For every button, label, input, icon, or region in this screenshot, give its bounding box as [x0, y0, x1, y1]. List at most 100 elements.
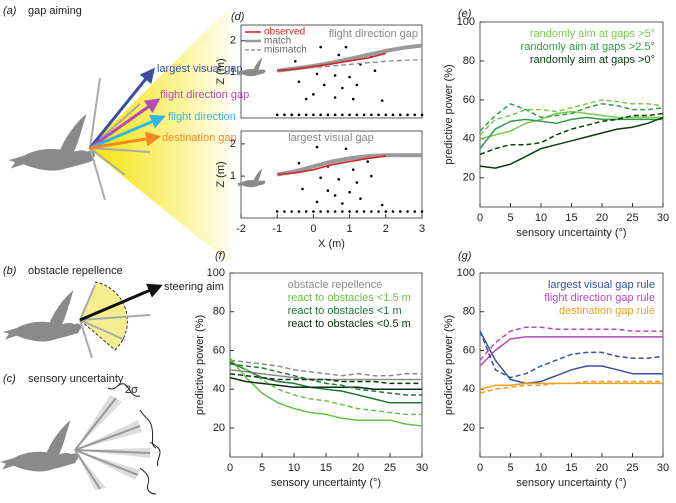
legend-entry: mismatch [264, 45, 307, 56]
legend-entry: observed [264, 27, 305, 38]
bird [0, 420, 79, 472]
series-line [479, 110, 663, 140]
obstacle-dot [290, 113, 293, 117]
obstacle-dot [391, 113, 395, 117]
y-tick-label: 60 [213, 344, 225, 356]
obstacle-dot [304, 113, 308, 117]
series-line [479, 380, 663, 394]
annotation: flight direction gap [329, 28, 418, 40]
x-tick-label: 5 [259, 462, 265, 474]
obstacle-dot [315, 145, 319, 149]
obstacle-dot [398, 113, 402, 117]
obstacle-dot [326, 210, 330, 213]
obstacle-dot [312, 93, 315, 96]
obstacle-dot [294, 59, 297, 63]
x-tick-label: 3 [419, 223, 425, 235]
series-line [277, 52, 387, 72]
x-tick-label: 30 [657, 212, 669, 224]
obstacle-dot [398, 210, 402, 213]
obstacle-dot [333, 194, 337, 197]
panel-label: (b) [3, 265, 17, 277]
obstacle-dot [341, 113, 344, 117]
obstacle-dot [297, 161, 301, 165]
x-axis-label: sensory uncertainty (°) [516, 227, 626, 239]
y-axis-label: Z (m) [215, 58, 227, 84]
obstacle-dot [355, 83, 359, 87]
legend-entry: flight direction gap rule [544, 292, 655, 304]
y-tick-label: 2 [230, 138, 236, 150]
y-tick-label: 60 [463, 94, 475, 106]
obstacle-dot [377, 113, 380, 117]
series-line [276, 153, 422, 177]
x-tick-label: 0 [310, 223, 316, 235]
obstacle-dot [351, 168, 355, 171]
x-tick-label: 30 [416, 462, 428, 474]
obstacle-dot [380, 99, 384, 102]
obstacle-dot [366, 160, 370, 163]
y-tick-label: 40 [463, 383, 475, 395]
y-tick-label: 40 [463, 133, 475, 145]
obstacle-dot [373, 69, 377, 73]
x-tick-label: 15 [565, 462, 577, 474]
series-line [229, 359, 422, 377]
x-tick-label: 10 [535, 212, 547, 224]
y-tick-label: 80 [463, 55, 475, 67]
obstacle-dot [362, 210, 366, 213]
obstacle-dot [275, 210, 279, 213]
diagram-label: 2σ [125, 384, 138, 396]
x-tick-label: 25 [626, 462, 638, 474]
obstacle-dot [319, 45, 322, 49]
annotation: largest visual gap [288, 132, 374, 144]
x-tick-label: 15 [320, 462, 332, 474]
plot-area [275, 43, 424, 117]
obstacle-dot [290, 210, 293, 213]
arrows [88, 67, 166, 150]
obstacle-dot [326, 113, 330, 117]
obstacle-dot [384, 113, 388, 117]
y-tick-label: 1 [230, 66, 236, 78]
diagram-label: flight direction gap [160, 89, 249, 101]
x-tick-label: 5 [507, 462, 513, 474]
plot-area [479, 326, 664, 394]
steering-arrow [79, 283, 163, 322]
y-axis-label: predictive power (%) [443, 315, 455, 415]
obstacle-dot [312, 113, 315, 117]
x-tick-label: 15 [565, 212, 577, 224]
obstacle-dot [377, 210, 380, 213]
obstacle-dot [301, 187, 304, 191]
obstacle-dot [333, 96, 337, 99]
legend-entry: randomly aim at gaps >5° [530, 28, 655, 40]
obstacle-dot [380, 203, 384, 207]
obstacle-dot [348, 75, 351, 79]
series-line [479, 112, 664, 156]
obstacle-dot [348, 113, 351, 117]
obstacle-dot [275, 113, 279, 117]
y-tick-label: 20 [463, 172, 475, 184]
uncertainty-bands [75, 395, 150, 490]
obstacle-dot [283, 210, 286, 213]
obstacle-dot [351, 97, 355, 101]
plot-area [275, 145, 424, 213]
obstacle-dot [319, 113, 322, 117]
repellence-zone [79, 281, 128, 351]
legend-entry: react to obstacles <1.5 m [288, 292, 411, 304]
obstacle-dot [355, 210, 359, 213]
obstacle-dot [333, 113, 337, 117]
x-tick-label: 20 [596, 462, 608, 474]
y-tick-label: 20 [463, 422, 475, 434]
obstacle-dot [355, 113, 359, 117]
legend-entry: randomly aim at gaps >0° [530, 54, 655, 66]
obstacle-dot [322, 83, 326, 87]
panel-label: (c) [3, 373, 16, 385]
panel-title: gap aiming [28, 5, 82, 17]
obstacle-dot [326, 189, 330, 192]
panel-title: sensory uncertainty [28, 373, 124, 385]
y-tick-label: 2 [230, 35, 236, 47]
legend-entry: react to obstacles <1 m [288, 305, 402, 317]
series-line [479, 330, 664, 379]
obstacle-dot [319, 176, 322, 180]
series-line [229, 372, 422, 385]
obstacle-dot [406, 113, 409, 117]
series-line [229, 359, 422, 416]
